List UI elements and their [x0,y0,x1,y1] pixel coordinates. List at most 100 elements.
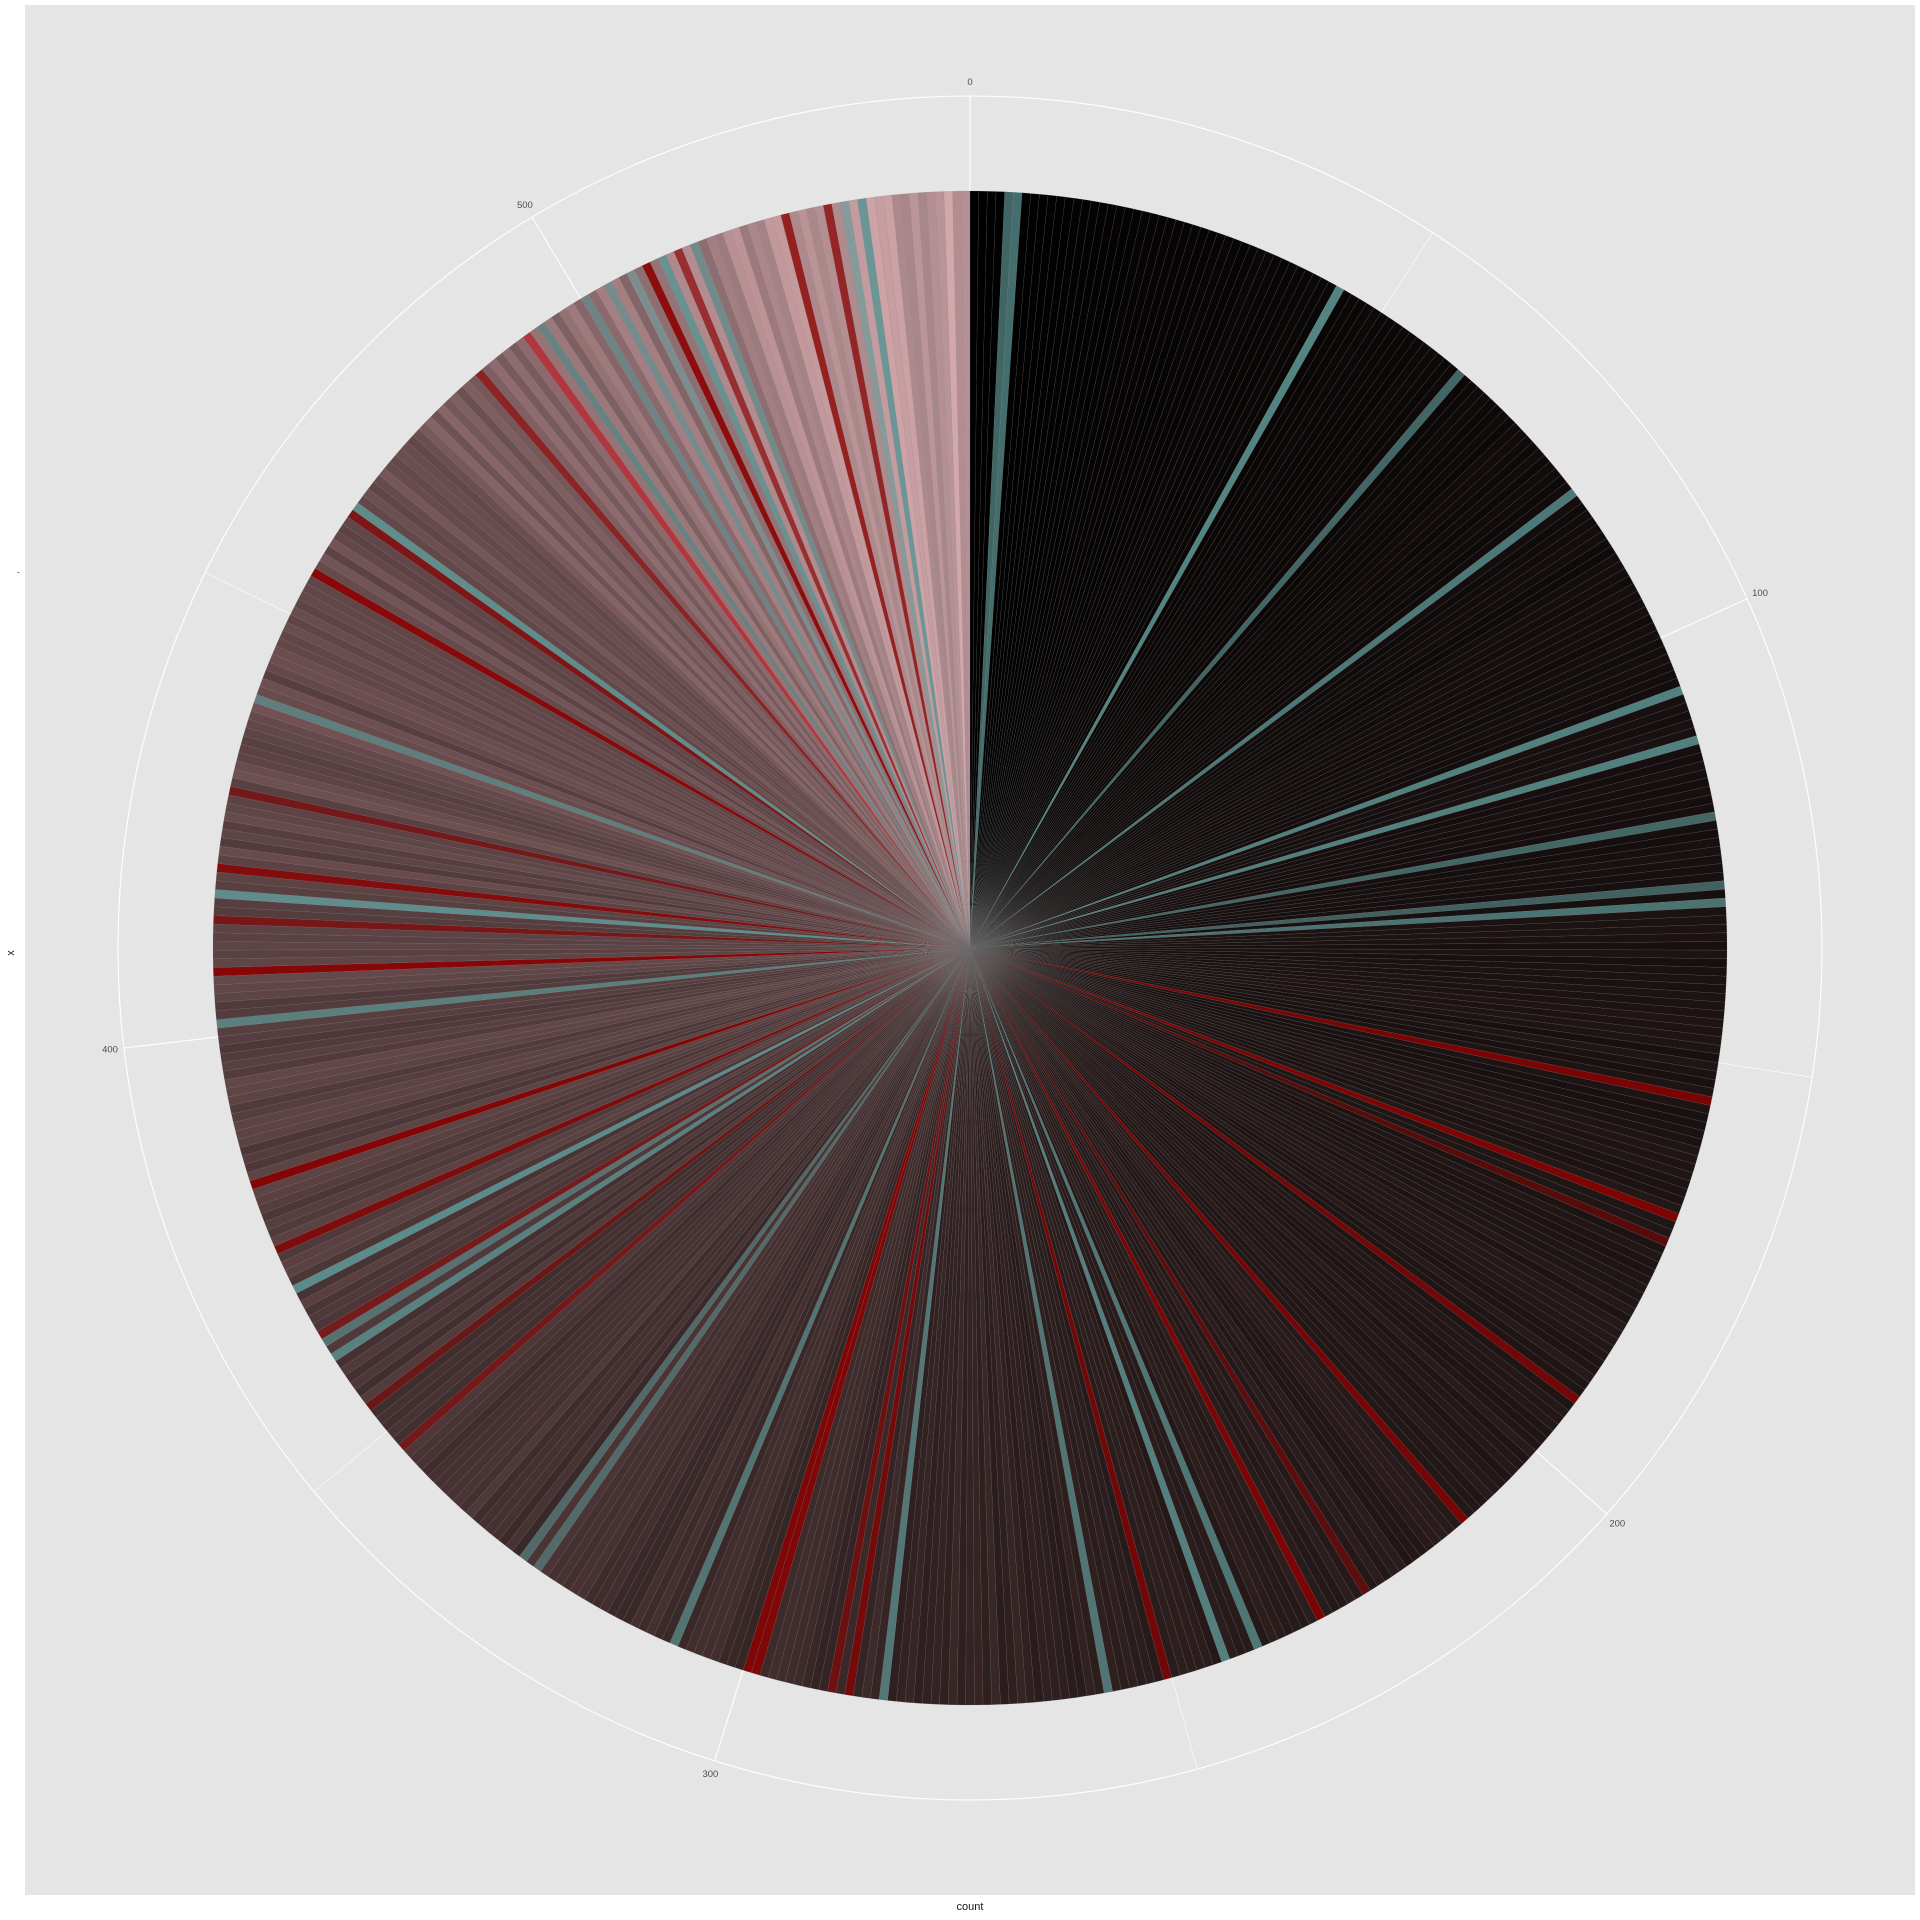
pie-slice-33 [969,241,1251,949]
pie-slice-76 [969,454,1551,949]
pie-slice-128 [969,863,1724,949]
pie-slice-524 [763,217,971,949]
pie-slice-393 [227,947,971,1106]
pie-slice-138 [969,947,1728,960]
pie-slice-93 [969,575,1634,949]
pie-slice-315 [622,947,971,1625]
pie-slice-3 [969,190,997,949]
pie-slice-420 [216,863,971,949]
pie-slice-38 [969,258,1291,949]
pie-slice-119 [969,785,1712,949]
pie-slice-311 [653,947,971,1640]
pie-slice-307 [685,947,971,1654]
theta-tick-100: 100 [1752,588,1768,599]
pie-slice-348 [398,947,971,1452]
pie-slice-455 [306,575,971,949]
pie-slice-494 [529,326,971,949]
pie-slice-12 [969,196,1075,949]
pie-slice-129 [969,871,1725,949]
pie-slice-202 [969,947,1531,1465]
pie-slice-356 [355,947,971,1398]
pie-slice-11 [969,195,1066,949]
pie-slice-359 [340,947,971,1376]
pie-slice-177 [969,947,1652,1286]
pie-slice-216 [969,947,1442,1547]
pie-slice-187 [969,947,1610,1362]
pie-slice-241 [969,947,1255,1654]
pie-slice-40 [969,265,1306,949]
pie-slice-380 [257,947,971,1215]
pie-slice-102 [969,645,1668,949]
pie-slice-403 [215,947,971,1020]
pie-slice-17 [969,203,1118,949]
pie-slice-373 [280,947,971,1271]
pie-slice-436 [243,727,971,949]
pie-slice-440 [253,694,971,949]
pie-slice-270 [969,947,1010,1705]
pie-slice-335 [478,947,971,1530]
pie-slice-258 [969,947,1113,1694]
pie-slice-386 [241,947,971,1165]
pie-slice-424 [220,828,971,949]
pie-slice-347 [403,947,971,1458]
pie-slice-368 [300,947,971,1310]
pie-slice-18 [969,205,1126,949]
pie-slice-236 [969,947,1295,1637]
pie-slice-253 [969,947,1156,1685]
pie-slice-186 [969,947,1614,1355]
y-axis-title: x [5,950,17,956]
pie-slice-309 [669,947,971,1647]
pie-slice-293 [801,947,971,1689]
pie-slice-47 [969,293,1360,949]
pie-slice-49 [969,302,1375,949]
pie-slice-483 [455,386,971,949]
pie-slice-116 [969,760,1706,949]
pie-slice-197 [969,947,1559,1432]
pie-slice-2 [969,190,988,949]
pie-slice-279 [921,947,971,1705]
pie-slice-463 [342,516,971,949]
pie-slice-484 [461,380,971,949]
theta-tick-200: 200 [1609,1518,1625,1529]
pie-slice-56 [969,336,1425,949]
pie-slice-268 [969,947,1027,1704]
pie-slice-547 [961,190,971,949]
pie-slice-246 [969,947,1214,1668]
pie-slice-256 [969,947,1130,1690]
pie-slice-6 [969,192,1023,949]
pie-slice-421 [217,854,971,949]
pie-slice-125 [969,837,1721,949]
pie-slice-360 [335,947,971,1369]
pie-slice-480 [436,404,971,949]
pie-slice-140 [969,947,1727,977]
pie-slice-314 [630,947,971,1629]
pie-slice-288 [844,947,971,1697]
pie-slice-450 [286,613,971,949]
pie-slice-284 [878,947,971,1701]
pie-slice-130 [969,880,1725,949]
pie-slice-326 [540,947,971,1577]
pie-slice-495 [536,321,971,949]
pie-slice-210 [969,947,1482,1513]
pie-slice-321 [576,947,971,1600]
pie-slice-546 [952,190,971,949]
pie-slice-143 [969,947,1726,1003]
pie-slice-416 [213,897,971,949]
pie-slice-36 [969,251,1275,949]
pie-slice-57 [969,342,1432,949]
pie-slice-54 [969,326,1411,949]
pie-slice-479 [430,410,971,949]
theta-tick-400: 400 [102,1045,118,1056]
pie-slice-432 [234,760,971,949]
pie-slice-525 [772,214,971,949]
pie-slice-299 [751,947,971,1676]
pie-slice-437 [245,718,971,949]
pie-slice-533 [839,200,971,949]
pie-slice-118 [969,777,1710,949]
pie-slice-308 [677,947,971,1650]
pie-slice-285 [870,947,971,1700]
pie-slice-126 [969,845,1722,949]
pie-slice-217 [969,947,1435,1552]
pie-slice-534 [848,199,971,949]
pie-slice-193 [969,947,1580,1405]
